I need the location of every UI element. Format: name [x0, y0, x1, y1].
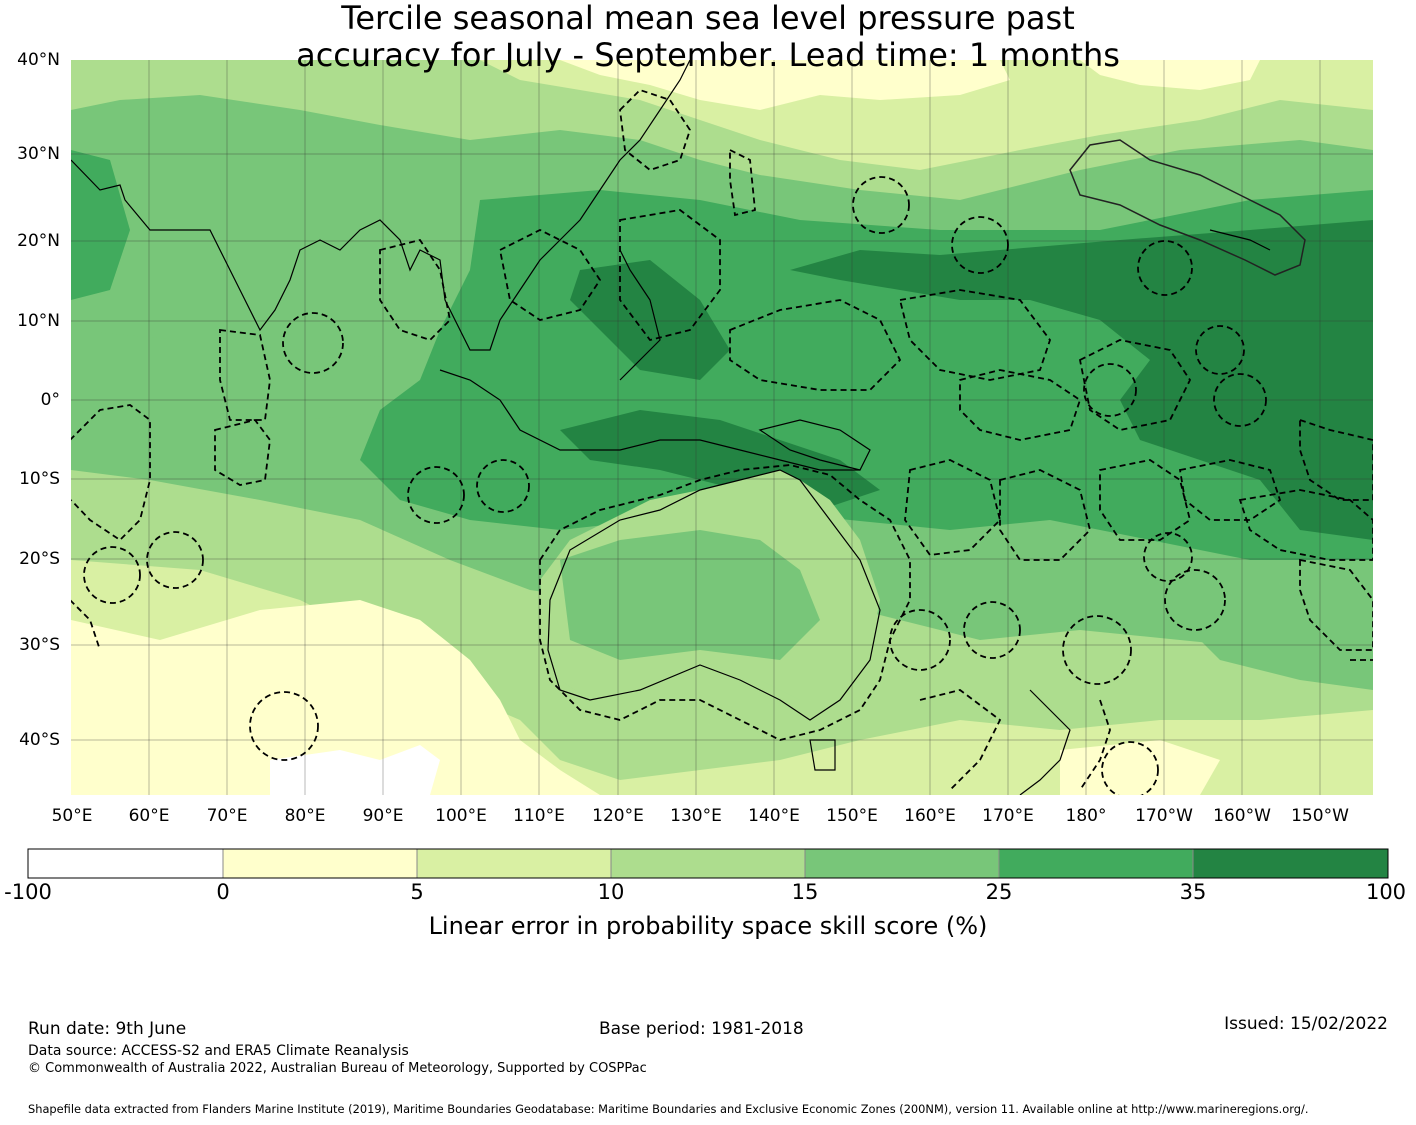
lat-label-0: 0° [40, 390, 60, 410]
copyright: © Commonwealth of Australia 2022, Austra… [28, 1061, 647, 1076]
hawaii-eez-outline [1069, 139, 1306, 276]
lon-label: 70°E [206, 806, 248, 826]
colorbar [27, 848, 1389, 879]
lat-label-40n: 40°N [17, 50, 60, 70]
band-australia-inner [560, 530, 820, 660]
lat-label-30n: 30°N [17, 144, 60, 164]
graticule [71, 60, 1373, 795]
lon-label: 110°E [513, 806, 565, 826]
coastlines [71, 60, 1271, 795]
lon-label: 160°E [904, 806, 956, 826]
band-15-25-equator-west [71, 330, 420, 420]
band-35-100-pacific [790, 220, 1373, 540]
data-source: Data source: ACCESS-S2 and ERA5 Climate … [28, 1043, 409, 1059]
colorbar-tick: 5 [410, 880, 424, 904]
shapefile-credit: Shapefile data extracted from Flanders M… [28, 1102, 1309, 1116]
colorbar-tick: 35 [1179, 880, 1207, 904]
lon-label: 120°E [592, 806, 644, 826]
colorbar-tick: 0 [216, 880, 230, 904]
colorbar-segment-neg [28, 849, 223, 878]
lon-label: 170°W [1135, 806, 1193, 826]
lon-label: 80°E [284, 806, 326, 826]
lat-label-10s: 10°S [19, 469, 60, 489]
eez-boundaries [71, 88, 1373, 795]
colorbar-tick: 15 [791, 880, 819, 904]
lon-label: 130°E [670, 806, 722, 826]
lat-label-10n: 10°N [17, 311, 60, 331]
band-0-5-south [71, 600, 600, 795]
colorbar-tick: 25 [985, 880, 1013, 904]
lon-label: 100°E [435, 806, 487, 826]
lon-label: 150°E [826, 806, 878, 826]
lat-label-40s: 40°S [19, 730, 60, 750]
map-title-line-2: accuracy for July - September. Lead time… [296, 36, 1120, 74]
band-0-5-tasman [1060, 740, 1220, 795]
base-period: Base period: 1981-2018 [599, 1019, 804, 1039]
colorbar-tick: 10 [597, 880, 625, 904]
lon-label: 160°W [1213, 806, 1271, 826]
lat-label-20n: 20°N [17, 231, 60, 251]
run-date: Run date: 9th June [28, 1019, 187, 1039]
colorbar-segment-0-5 [223, 849, 417, 878]
lon-label: 60°E [128, 806, 170, 826]
colorbar-title: Linear error in probability space skill … [428, 912, 988, 940]
band-15-25-southpac [1160, 560, 1373, 690]
colorbar-tick: 100 [1365, 880, 1407, 904]
colorbar-segment-5-10 [417, 849, 611, 878]
lon-label: 180° [1065, 806, 1107, 826]
band-negative-south [270, 745, 440, 795]
map-title-line-1: Tercile seasonal mean sea level pressure… [341, 0, 1075, 37]
band-0-5-northeast [1080, 60, 1260, 90]
lon-label: 150°W [1291, 806, 1349, 826]
colorbar-segment-10-15 [611, 849, 805, 878]
band-35-100-philippines [570, 260, 730, 380]
colorbar-segment-25-35 [999, 849, 1193, 878]
lat-label-30s: 30°S [19, 635, 60, 655]
skill-field [71, 60, 1373, 795]
lon-label: 50°E [51, 806, 93, 826]
colorbar-segment-15-25 [805, 849, 999, 878]
band-0-5-north [560, 60, 1010, 110]
band-25-35-arabia [71, 150, 130, 300]
issued-date: Issued: 15/02/2022 [1224, 1014, 1388, 1034]
lon-label: 170°E [982, 806, 1034, 826]
lon-label: 140°E [748, 806, 800, 826]
lat-label-20s: 20°S [19, 549, 60, 569]
colorbar-tick: -100 [4, 880, 52, 904]
lon-label: 90°E [362, 806, 404, 826]
colorbar-segment-35-100 [1193, 849, 1388, 878]
